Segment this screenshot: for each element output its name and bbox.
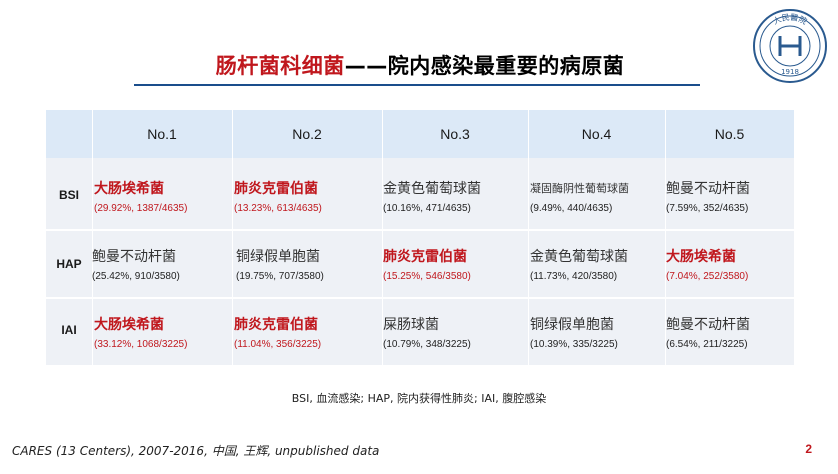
organism-name: 屎肠球菌 xyxy=(383,317,439,333)
organism-name: 鲍曼不动杆菌 xyxy=(666,181,750,197)
title-highlight: 肠杆菌科细菌 xyxy=(215,54,345,78)
organism-stat: (10.16%, 471/4635) xyxy=(383,203,471,214)
hospital-seal-icon: 人民醫院 1918 xyxy=(753,9,827,83)
slide-title: 肠杆菌科细菌——院内感染最重要的病原菌 xyxy=(150,50,690,80)
pathogen-table: No.1 No.2 No.3 No.4 No.5 BSI 大肠埃希菌 (29.9… xyxy=(46,110,794,365)
column-divider xyxy=(665,110,666,365)
organism-name: 金黄色葡萄球菌 xyxy=(530,249,628,265)
row-label-hap: HAP xyxy=(56,257,82,271)
organism-stat: (29.92%, 1387/4635) xyxy=(94,203,188,214)
table-cell: 金黄色葡萄球菌 (10.16%, 471/4635) xyxy=(383,180,523,215)
organism-name: 鲍曼不动杆菌 xyxy=(666,317,750,333)
organism-stat: (19.75%, 707/3580) xyxy=(236,271,324,282)
header-cell-no3: No.3 xyxy=(440,126,470,142)
organism-name: 金黄色葡萄球菌 xyxy=(383,181,481,197)
title-rest: ——院内感染最重要的病原菌 xyxy=(344,54,625,78)
row-label-bsi: BSI xyxy=(58,188,79,202)
organism-name: 大肠埃希菌 xyxy=(666,249,736,265)
organism-name: 凝固酶阴性葡萄球菌 xyxy=(530,182,629,195)
organism-stat: (25.42%, 910/3580) xyxy=(92,271,180,282)
organism-name: 肺炎克雷伯菌 xyxy=(234,317,318,333)
column-divider xyxy=(528,110,529,365)
organism-name: 肺炎克雷伯菌 xyxy=(383,249,467,265)
column-divider xyxy=(382,110,383,365)
table-header-row xyxy=(46,110,794,158)
abbreviation-footnote: BSI, 血流感染; HAP, 院内获得性肺炎; IAI, 腹腔感染 xyxy=(291,392,547,405)
page-number: 2 xyxy=(805,442,812,456)
organism-name: 鲍曼不动杆菌 xyxy=(92,249,176,265)
organism-stat: (10.39%, 335/3225) xyxy=(530,339,618,350)
column-divider xyxy=(92,110,93,365)
row-divider xyxy=(46,229,794,231)
table-cell: 铜绿假单胞菌 (10.39%, 335/3225) xyxy=(530,316,670,351)
data-source: CARES (13 Centers), 2007-2016, 中国, 王辉, u… xyxy=(12,444,380,458)
table-cell: 金黄色葡萄球菌 (11.73%, 420/3580) xyxy=(530,248,670,283)
header-cell-empty xyxy=(46,110,92,158)
table-cell: 肺炎克雷伯菌 (13.23%, 613/4635) xyxy=(234,180,374,215)
organism-stat: (15.25%, 546/3580) xyxy=(383,271,471,282)
table-cell: 屎肠球菌 (10.79%, 348/3225) xyxy=(383,316,523,351)
table-cell: 大肠埃希菌 (29.92%, 1387/4635) xyxy=(94,180,234,215)
header-cell-no1: No.1 xyxy=(147,126,177,142)
header-cell-no4: No.4 xyxy=(581,126,612,142)
organism-name: 铜绿假单胞菌 xyxy=(530,317,614,333)
table-cell: 鲍曼不动杆菌 (6.54%, 211/3225) xyxy=(666,316,806,351)
header-cell-no5: No.5 xyxy=(714,126,745,142)
organism-name: 肺炎克雷伯菌 xyxy=(234,181,318,197)
table-cell: 大肠埃希菌 (7.04%, 252/3580) xyxy=(666,248,806,283)
organism-stat: (13.23%, 613/4635) xyxy=(234,203,322,214)
organism-name: 大肠埃希菌 xyxy=(94,317,164,333)
organism-stat: (10.79%, 348/3225) xyxy=(383,339,471,350)
organism-stat: (11.04%, 356/3225) xyxy=(234,339,322,350)
table-cell: 大肠埃希菌 (33.12%, 1068/3225) xyxy=(94,316,234,351)
organism-stat: (7.04%, 252/3580) xyxy=(666,271,749,282)
organism-stat: (7.59%, 352/4635) xyxy=(666,203,749,214)
organism-stat: (11.73%, 420/3580) xyxy=(530,271,618,282)
organism-stat: (33.12%, 1068/3225) xyxy=(94,339,188,350)
logo-year: 1918 xyxy=(781,68,799,76)
table-cell: 肺炎克雷伯菌 (11.04%, 356/3225) xyxy=(234,316,374,351)
organism-stat: (6.54%, 211/3225) xyxy=(666,339,748,350)
organism-stat: (9.49%, 440/4635) xyxy=(530,203,613,214)
organism-name: 铜绿假单胞菌 xyxy=(236,249,320,265)
table-cell: 鲍曼不动杆菌 (7.59%, 352/4635) xyxy=(666,180,806,215)
organism-name: 大肠埃希菌 xyxy=(94,181,164,197)
title-underline xyxy=(134,84,700,86)
table-cell: 铜绿假单胞菌 (19.75%, 707/3580) xyxy=(236,248,376,283)
header-cell-no2: No.2 xyxy=(292,126,322,142)
row-label-iai: IAI xyxy=(61,323,77,337)
column-divider xyxy=(232,110,233,365)
table-cell: 鲍曼不动杆菌 (25.42%, 910/3580) xyxy=(92,248,232,283)
table-cell: 凝固酶阴性葡萄球菌 (9.49%, 440/4635) xyxy=(530,180,670,215)
row-divider xyxy=(46,297,794,299)
table-cell: 肺炎克雷伯菌 (15.25%, 546/3580) xyxy=(383,248,523,283)
hospital-logo: 人民醫院 1918 xyxy=(752,8,828,84)
